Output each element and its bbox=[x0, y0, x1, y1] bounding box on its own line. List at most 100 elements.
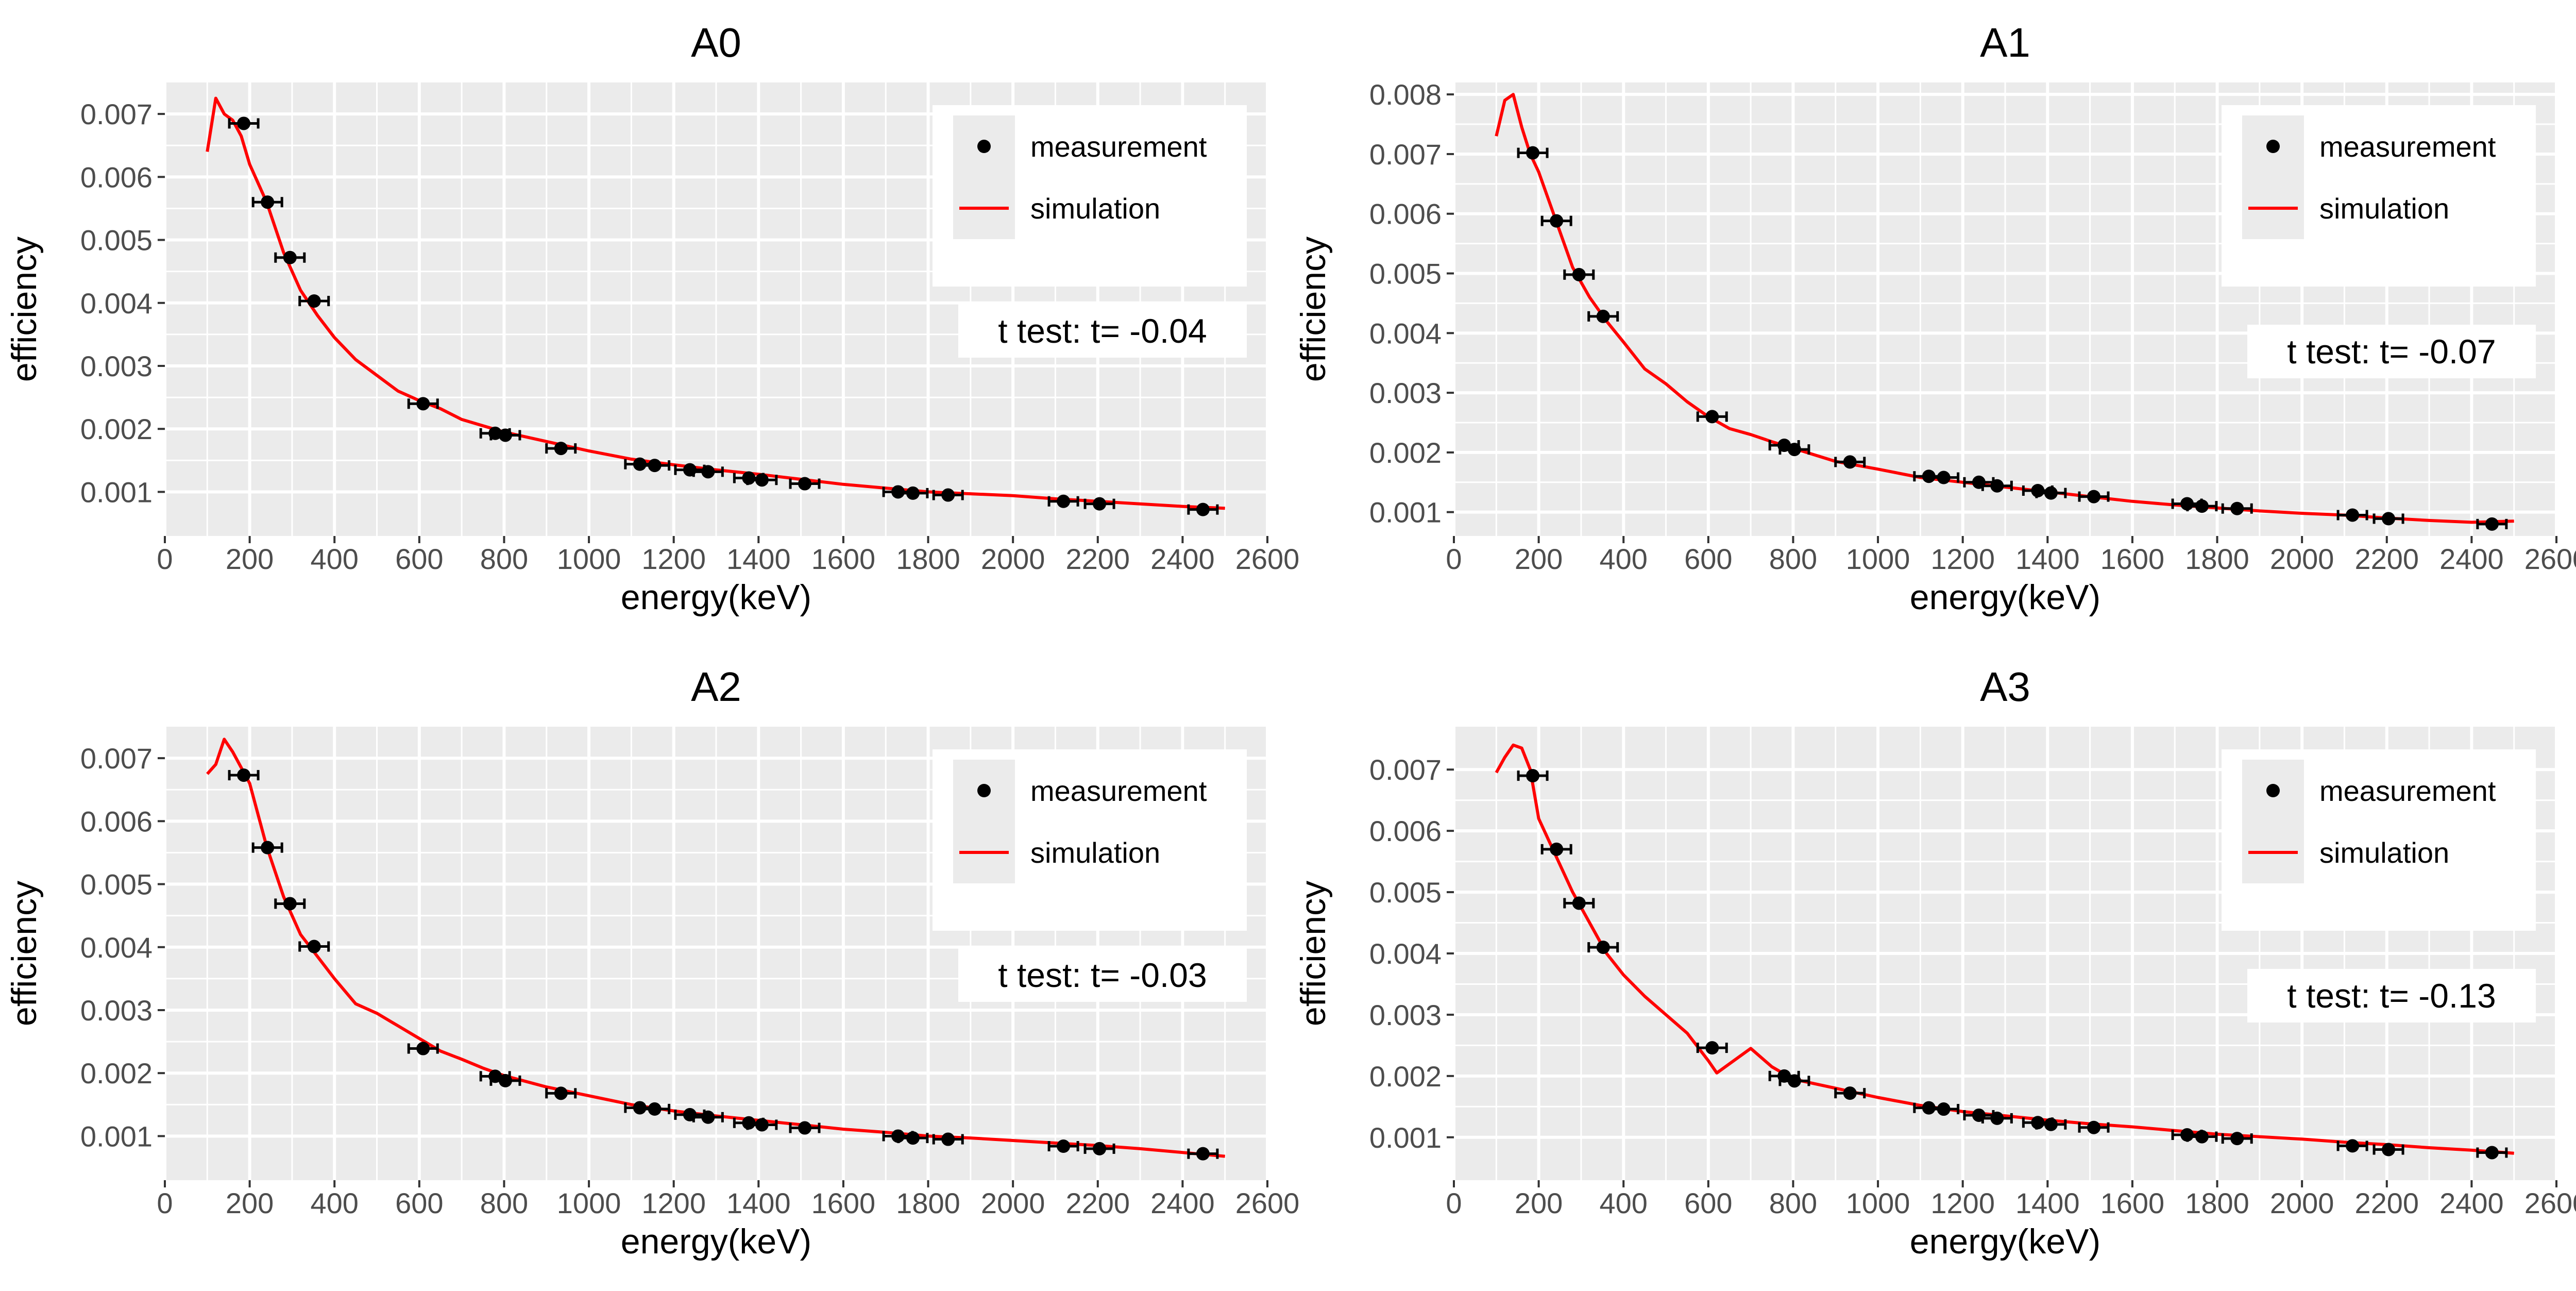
x-tick-label: 1200 bbox=[641, 1187, 706, 1219]
panel-title: A0 bbox=[691, 20, 741, 65]
x-tick-label: 2200 bbox=[2354, 543, 2419, 575]
legend-label-measurement: measurement bbox=[1030, 775, 1207, 807]
measurement-dot bbox=[1843, 455, 1857, 469]
measurement-point bbox=[692, 465, 724, 479]
measurement-dot bbox=[2230, 501, 2244, 515]
measurement-point bbox=[228, 768, 260, 782]
measurement-dot bbox=[1787, 1074, 1801, 1088]
measurement-dot bbox=[1572, 896, 1586, 910]
x-tick-label: 1800 bbox=[896, 1187, 960, 1219]
x-tick-label: 400 bbox=[1600, 543, 1648, 575]
measurement-point bbox=[274, 250, 306, 264]
measurement-dot bbox=[1057, 494, 1071, 508]
measurement-dot bbox=[261, 841, 275, 854]
measurement-point bbox=[1083, 1142, 1115, 1155]
measurement-dot bbox=[1843, 1086, 1857, 1100]
measurement-point bbox=[298, 294, 330, 308]
legend-label-simulation: simulation bbox=[2319, 192, 2449, 225]
x-tick-label: 1600 bbox=[811, 543, 876, 575]
x-tick-label: 200 bbox=[226, 543, 274, 575]
measurement-point bbox=[2186, 499, 2218, 513]
measurement-dot bbox=[701, 465, 715, 479]
y-tick-label: 0.004 bbox=[1369, 937, 1442, 970]
measurement-point bbox=[2336, 1139, 2368, 1153]
x-tick-label: 2000 bbox=[2270, 543, 2334, 575]
measurement-point bbox=[1047, 1139, 1079, 1153]
measurement-dot bbox=[283, 897, 297, 911]
x-tick-label: 2600 bbox=[2524, 1187, 2576, 1219]
x-tick-label: 2000 bbox=[2270, 1187, 2334, 1219]
t-test-text: t test: t= -0.07 bbox=[2287, 332, 2496, 371]
measurement-point bbox=[2372, 1143, 2404, 1156]
y-tick-label: 0.004 bbox=[1369, 317, 1442, 349]
measurement-point bbox=[1563, 267, 1595, 281]
measurement-dot bbox=[2195, 1130, 2209, 1144]
measurement-dot bbox=[2485, 517, 2499, 531]
measurement-point bbox=[1540, 842, 1572, 856]
measurement-dot bbox=[554, 1086, 568, 1100]
measurement-dot bbox=[2346, 508, 2360, 522]
x-tick-label: 400 bbox=[311, 1187, 359, 1219]
measurement-dot bbox=[1057, 1139, 1071, 1153]
measurement-dot bbox=[1550, 214, 1564, 228]
measurement-dot bbox=[498, 428, 512, 442]
t-test-annotation: t test: t= -0.07 bbox=[2247, 325, 2536, 378]
measurement-point bbox=[274, 897, 306, 911]
y-tick-label: 0.001 bbox=[1369, 1121, 1442, 1154]
y-tick-label: 0.001 bbox=[80, 1120, 152, 1152]
measurement-point bbox=[1187, 502, 1219, 516]
measurement-point bbox=[1047, 494, 1079, 508]
measurement-point bbox=[1540, 214, 1572, 228]
measurement-point bbox=[2186, 1130, 2218, 1144]
t-test-box bbox=[958, 948, 1247, 1002]
measurement-dot bbox=[648, 459, 662, 473]
measurement-point bbox=[1696, 410, 1728, 424]
y-tick-label: 0.002 bbox=[1369, 437, 1442, 469]
measurement-point bbox=[251, 841, 283, 854]
legend-measurement-dot bbox=[2266, 140, 2280, 153]
measurement-dot bbox=[1596, 941, 1610, 954]
measurement-point bbox=[746, 1118, 778, 1132]
measurement-point bbox=[746, 473, 778, 487]
x-tick-label: 200 bbox=[226, 1187, 274, 1219]
measurement-point bbox=[1778, 1074, 1810, 1088]
y-tick-label: 0.003 bbox=[80, 350, 152, 382]
x-axis-title: energy(keV) bbox=[1910, 1222, 2100, 1261]
measurement-point bbox=[489, 428, 521, 442]
x-tick-label: 0 bbox=[157, 543, 173, 575]
measurement-point bbox=[2221, 1132, 2253, 1146]
y-tick-label: 0.002 bbox=[1369, 1060, 1442, 1093]
measurement-point bbox=[789, 1121, 821, 1135]
measurement-point bbox=[407, 1042, 439, 1055]
x-tick-label: 1800 bbox=[2185, 543, 2249, 575]
measurement-point bbox=[1928, 1102, 1960, 1116]
measurement-point bbox=[1834, 1086, 1866, 1100]
y-tick-label: 0.007 bbox=[80, 98, 152, 130]
y-tick-label: 0.005 bbox=[80, 224, 152, 257]
measurement-point bbox=[1517, 769, 1549, 783]
x-tick-label: 200 bbox=[1515, 1187, 1563, 1219]
x-tick-label: 0 bbox=[157, 1187, 173, 1219]
x-tick-label: 1400 bbox=[2015, 1187, 2080, 1219]
measurement-dot bbox=[1990, 1111, 2004, 1125]
x-tick-label: 800 bbox=[480, 543, 528, 575]
x-axis-title: energy(keV) bbox=[1910, 578, 2100, 617]
x-tick-label: 400 bbox=[1600, 1187, 1648, 1219]
t-test-annotation: t test: t= -0.04 bbox=[958, 304, 1247, 358]
measurement-dot bbox=[2044, 486, 2058, 500]
x-tick-label: 600 bbox=[395, 1187, 443, 1219]
measurement-dot bbox=[1550, 842, 1564, 856]
measurement-dot bbox=[2044, 1117, 2058, 1131]
y-tick-label: 0.008 bbox=[1369, 78, 1442, 111]
measurement-dot bbox=[283, 250, 297, 264]
measurement-point bbox=[639, 459, 671, 473]
x-tick-label: 2400 bbox=[2439, 1187, 2504, 1219]
y-tick-label: 0.006 bbox=[1369, 815, 1442, 847]
t-test-annotation: t test: t= -0.03 bbox=[958, 948, 1247, 1002]
measurement-dot bbox=[941, 488, 955, 502]
measurement-dot bbox=[1572, 267, 1586, 281]
measurement-point bbox=[2221, 501, 2253, 515]
panel-title: A2 bbox=[691, 664, 741, 710]
y-tick-label: 0.002 bbox=[80, 413, 152, 445]
